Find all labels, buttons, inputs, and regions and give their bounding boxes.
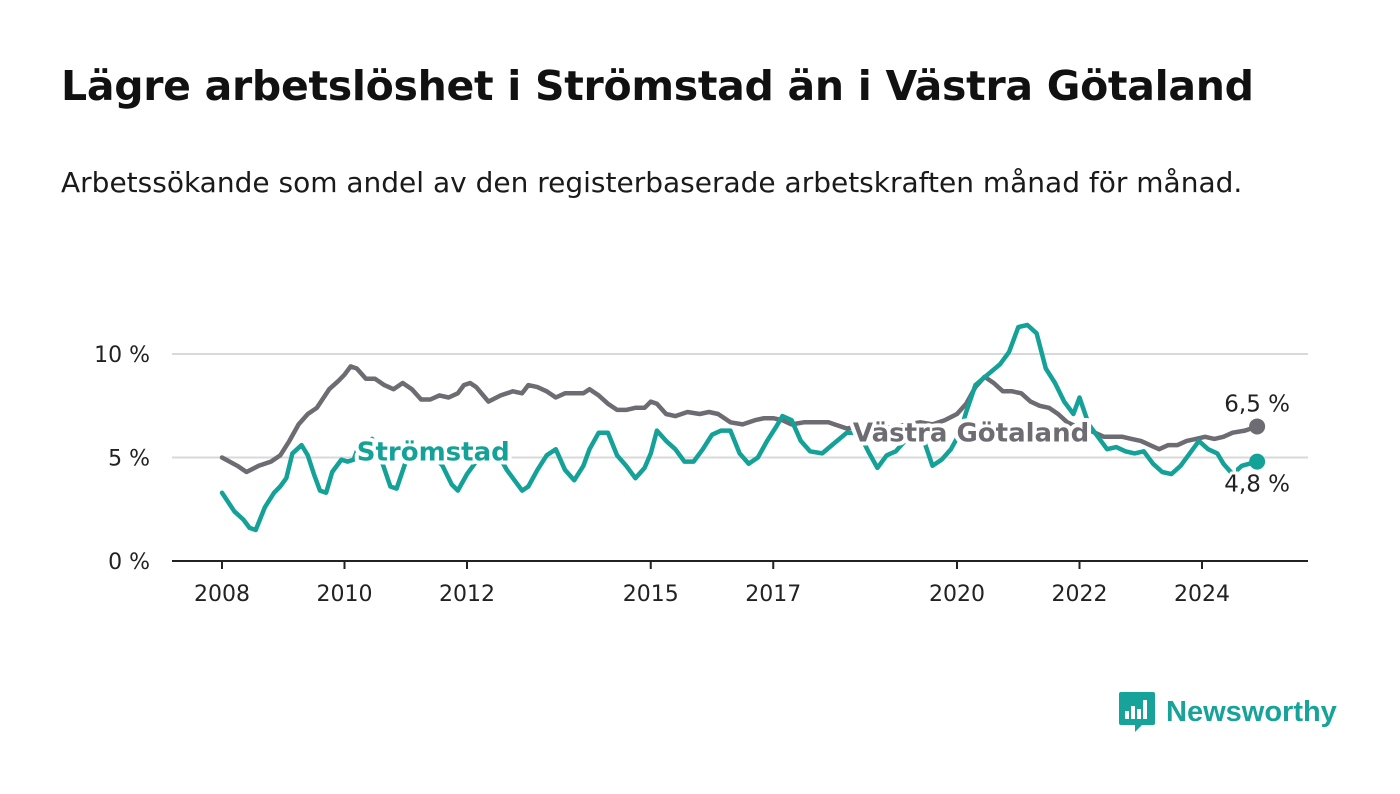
y-tick-label: 0 % xyxy=(108,550,150,575)
newsworthy-logo-icon xyxy=(1119,692,1155,732)
x-tick-label: 2022 xyxy=(1052,582,1108,607)
newsworthy-brand: Newsworthy xyxy=(1118,690,1337,734)
end-value-label: 4,8 % xyxy=(1224,472,1290,498)
x-tick-label: 2010 xyxy=(317,582,373,607)
x-tick-label: 2024 xyxy=(1174,582,1230,607)
y-tick-label: 5 % xyxy=(108,447,150,472)
end-value-label: 6,5 % xyxy=(1224,391,1290,417)
x-tick-label: 2020 xyxy=(929,582,985,607)
brand-name: Newsworthy xyxy=(1166,695,1337,728)
x-tick-label: 2015 xyxy=(623,582,679,607)
grid-lines xyxy=(172,353,1308,459)
x-axis: 2008 2010 2012 2015 2017 2020 2022 2024 xyxy=(172,560,1308,607)
series-line-stromstad xyxy=(219,322,1260,533)
x-tick-label: 2012 xyxy=(439,582,495,607)
series-lines xyxy=(219,322,1260,533)
x-tick-label: 2017 xyxy=(745,582,801,607)
series-line-vastra-gotaland xyxy=(219,364,1260,475)
end-point xyxy=(1249,453,1266,470)
chart-title: Lägre arbetslöshet i Strömstad än i Väst… xyxy=(61,62,1254,110)
series-label: Strömstad xyxy=(357,437,510,467)
y-tick-label: 10 % xyxy=(94,343,150,368)
end-points: 6,5 % 4,8 % xyxy=(1221,388,1293,500)
y-tick-labels: 0 % 5 % 10 % xyxy=(94,343,150,575)
end-point xyxy=(1249,418,1266,435)
chart-subtitle: Arbetssökande som andel av den registerb… xyxy=(61,166,1243,199)
x-tick-label: 2008 xyxy=(194,582,250,607)
series-label: Västra Götaland xyxy=(853,419,1089,449)
series-labels: Strömstad Västra Götaland xyxy=(353,415,1093,472)
